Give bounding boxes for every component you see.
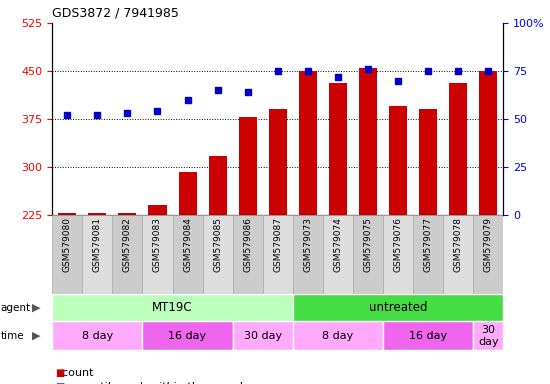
Bar: [142, 321, 233, 350]
Bar: [148, 205, 167, 215]
Bar: [82, 215, 112, 294]
Text: percentile rank within the sample: percentile rank within the sample: [55, 382, 250, 384]
Bar: [473, 321, 503, 350]
Text: 8 day: 8 day: [322, 331, 354, 341]
Text: GSM579079: GSM579079: [483, 217, 493, 272]
Bar: [293, 215, 323, 294]
Bar: [449, 83, 467, 215]
Bar: [208, 156, 227, 215]
Bar: [202, 215, 233, 294]
Text: ▶: ▶: [32, 303, 40, 313]
Bar: [419, 109, 437, 215]
Bar: [233, 321, 293, 350]
Text: GSM579074: GSM579074: [333, 217, 343, 272]
Text: ■: ■: [55, 368, 64, 378]
Text: GSM579073: GSM579073: [303, 217, 312, 272]
Bar: [383, 215, 413, 294]
Bar: [239, 117, 257, 215]
Bar: [269, 109, 287, 215]
Bar: [389, 106, 407, 215]
Text: agent: agent: [1, 303, 31, 313]
Text: GSM579085: GSM579085: [213, 217, 222, 272]
Bar: [179, 172, 196, 215]
Text: GSM579076: GSM579076: [393, 217, 403, 272]
Text: 30 day: 30 day: [244, 331, 282, 341]
Bar: [58, 213, 76, 215]
Bar: [323, 215, 353, 294]
Text: MT19C: MT19C: [152, 301, 193, 314]
Bar: [118, 213, 136, 215]
Text: 16 day: 16 day: [168, 331, 207, 341]
Bar: [329, 83, 347, 215]
Text: GSM579078: GSM579078: [454, 217, 463, 272]
Text: GSM579077: GSM579077: [424, 217, 433, 272]
Bar: [52, 294, 293, 321]
Text: GSM579083: GSM579083: [153, 217, 162, 272]
Bar: [112, 215, 142, 294]
Text: GSM579082: GSM579082: [123, 217, 132, 272]
Bar: [383, 321, 473, 350]
Text: GSM579075: GSM579075: [364, 217, 372, 272]
Bar: [443, 215, 473, 294]
Text: GSM579086: GSM579086: [243, 217, 252, 272]
Bar: [473, 215, 503, 294]
Text: ▶: ▶: [32, 331, 40, 341]
Text: 16 day: 16 day: [409, 331, 447, 341]
Text: GDS3872 / 7941985: GDS3872 / 7941985: [52, 6, 179, 19]
Bar: [233, 215, 263, 294]
Bar: [293, 294, 503, 321]
Bar: [359, 68, 377, 215]
Bar: [293, 321, 383, 350]
Bar: [89, 213, 106, 215]
Text: 30
day: 30 day: [478, 325, 498, 347]
Text: time: time: [1, 331, 24, 341]
Text: count: count: [55, 368, 94, 378]
Text: untreated: untreated: [368, 301, 427, 314]
Bar: [299, 71, 317, 215]
Text: GSM579087: GSM579087: [273, 217, 282, 272]
Bar: [142, 215, 173, 294]
Text: GSM579084: GSM579084: [183, 217, 192, 272]
Bar: [52, 215, 82, 294]
Bar: [479, 71, 497, 215]
Bar: [173, 215, 202, 294]
Text: GSM579081: GSM579081: [93, 217, 102, 272]
Text: ■: ■: [55, 382, 64, 384]
Text: 8 day: 8 day: [82, 331, 113, 341]
Bar: [263, 215, 293, 294]
Bar: [52, 321, 142, 350]
Text: GSM579080: GSM579080: [63, 217, 72, 272]
Bar: [413, 215, 443, 294]
Bar: [353, 215, 383, 294]
